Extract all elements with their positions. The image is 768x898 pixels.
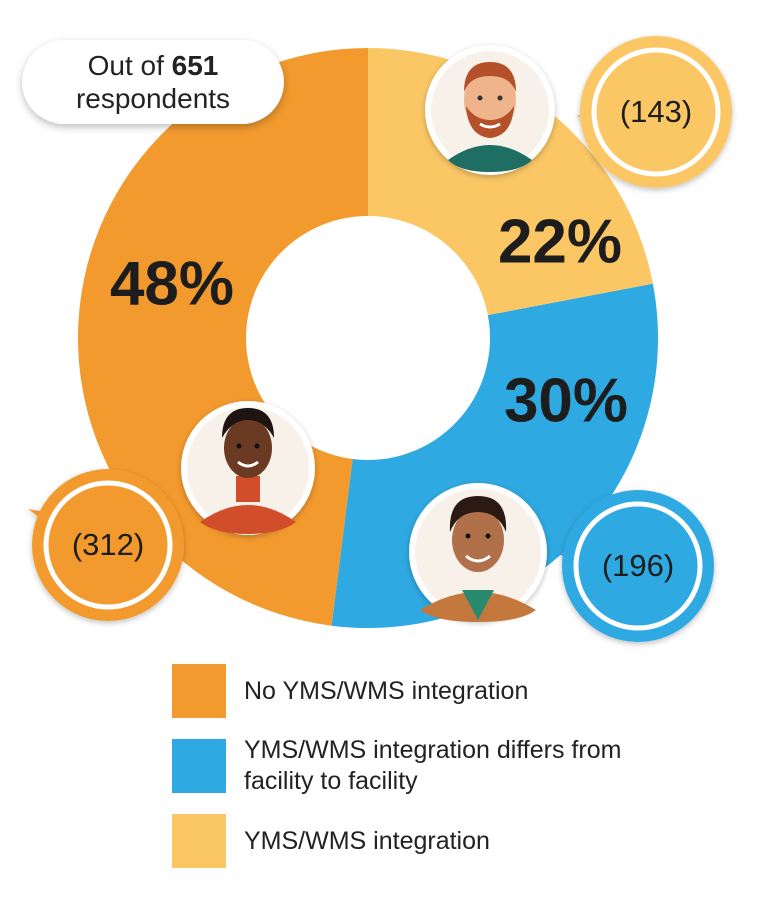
- count-bubble: [562, 490, 714, 642]
- count-bubble: [32, 469, 184, 621]
- count-bubbles: (312) (196) (143): [28, 36, 732, 642]
- bubble-ring: [591, 47, 721, 177]
- legend: No YMS/WMS integration YMS/WMS integratio…: [172, 664, 624, 889]
- percent-label: 48%: [110, 249, 234, 318]
- legend-swatch: [172, 814, 226, 868]
- legend-swatch: [172, 739, 226, 793]
- legend-item: YMS/WMS integration: [172, 814, 624, 868]
- percent-label: 30%: [504, 366, 628, 435]
- count-label: (312): [72, 527, 144, 562]
- percent-label: 22%: [498, 207, 622, 276]
- legend-item: No YMS/WMS integration: [172, 664, 624, 718]
- avatar-man-top: [425, 45, 555, 175]
- note-total: 651: [171, 50, 219, 81]
- note-prefix: Out of: [87, 50, 164, 81]
- labels: 48% 30% 22%: [110, 207, 628, 435]
- avatar-man-bottom: [409, 483, 547, 622]
- legend-label: No YMS/WMS integration: [244, 676, 529, 705]
- legend-label: YMS/WMS integration differs from facilit…: [244, 736, 622, 795]
- count-label: (143): [620, 94, 692, 129]
- note-line-1: Out of 651: [22, 49, 284, 82]
- bubble-ring: [43, 480, 173, 610]
- note-suffix: respondents: [75, 83, 231, 114]
- count-label: (196): [602, 548, 674, 583]
- bubble-ring: [573, 501, 703, 631]
- avatar-woman: [181, 401, 315, 535]
- respondents-note: Out of 651 respondents: [22, 40, 284, 124]
- legend-label: YMS/WMS integration: [244, 826, 490, 855]
- legend-swatch: [172, 664, 226, 718]
- count-bubble: [580, 36, 732, 188]
- legend-item: YMS/WMS integration differs from facilit…: [172, 736, 624, 795]
